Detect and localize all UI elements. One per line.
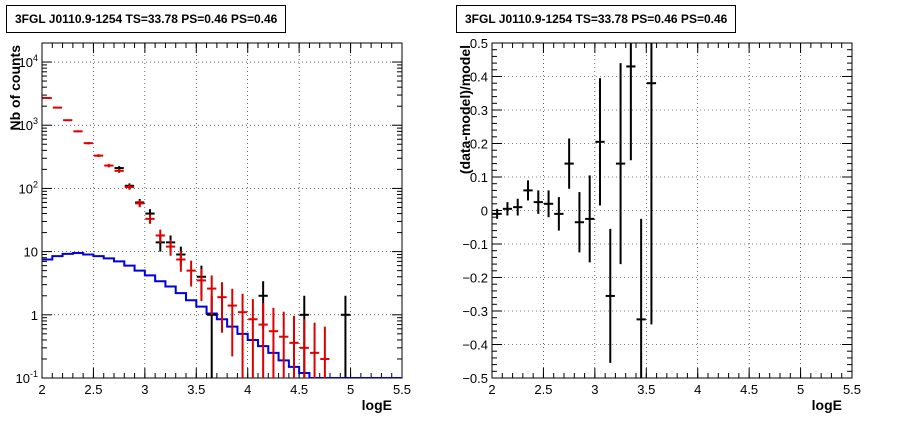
right-chart-panel: 2 2.5 3 3.5 4 4.5 5 5.5 −0.5 −0.4 −0.3 −0.2 −0.1 0 0.1…: [457, 36, 861, 413]
x-tick-label: 2.5: [84, 382, 102, 397]
y-tick-label: 103: [19, 116, 38, 133]
y-axis-title: (data-model)/model: [457, 45, 473, 174]
x-tick-label: 5: [347, 382, 354, 397]
x-tick-label: 3: [591, 382, 598, 397]
x-axis-title: logE: [362, 397, 392, 413]
x-tick-label: 2: [488, 382, 495, 397]
y-tick-label: −0.5: [462, 371, 488, 386]
y-tick-label: −0.3: [462, 304, 488, 319]
y-tick-label: 104: [19, 53, 38, 70]
x-tick-label: 5.5: [843, 382, 861, 397]
y-tick-label: 0.5: [470, 36, 488, 51]
y-tick-label: 0.3: [470, 103, 488, 118]
x-axis-title: logE: [812, 397, 842, 413]
x-tick-label: 3.5: [637, 382, 655, 397]
x-tick-label: 4: [244, 382, 251, 397]
y-tick-label: 10-1: [16, 369, 38, 386]
y-tick-label: 10: [24, 245, 38, 260]
y-tick-label: 0: [481, 204, 488, 219]
model-step-line: [42, 252, 402, 378]
x-tick-label: 5: [797, 382, 804, 397]
y-tick-label: −0.2: [462, 271, 488, 286]
y-tick-label: −0.4: [462, 338, 488, 353]
y-tick-label: 0.2: [470, 137, 488, 152]
x-tick-label: 2: [38, 382, 45, 397]
x-tick-label: 4.5: [290, 382, 308, 397]
y-tick-label: 0.4: [470, 70, 488, 85]
x-tick-label: 2.5: [534, 382, 552, 397]
x-tick-label: 4: [694, 382, 701, 397]
x-tick-label: 4.5: [740, 382, 758, 397]
plot-area: [42, 96, 402, 378]
y-tick-label: 102: [19, 179, 38, 196]
y-tick-label: 0.1: [470, 170, 488, 185]
x-tick-label: 3: [141, 382, 148, 397]
y-tick-label: 1: [31, 308, 38, 323]
y-tick-label: −0.1: [462, 237, 488, 252]
left-chart-panel: 2 2.5 3 3.5 4 4.5 5 5.5 10-1 1 10 102 103 104 logE Nb o…: [7, 42, 411, 413]
plot-area: [492, 43, 657, 378]
x-tick-label: 3.5: [187, 382, 205, 397]
left-chart-title: 3FGL J0110.9-1254 TS=33.78 PS=0.46 PS=0.…: [6, 5, 287, 33]
right-chart-title: 3FGL J0110.9-1254 TS=33.78 PS=0.46 PS=0.…: [456, 5, 737, 33]
x-tick-label: 5.5: [393, 382, 411, 397]
y-axis-title: Nb of counts: [7, 45, 23, 131]
